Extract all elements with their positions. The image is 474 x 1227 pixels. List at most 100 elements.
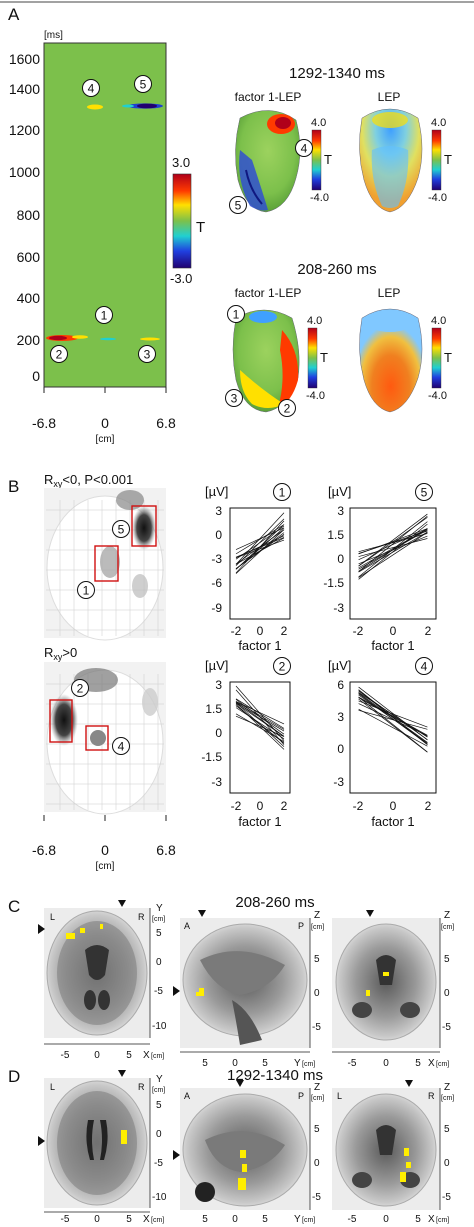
map-markers: 4 5 1 2 3 xyxy=(50,75,156,363)
late-title: 1292-1340 ms xyxy=(289,65,385,82)
cor-c-z-tick: 0 xyxy=(444,988,450,999)
lep-early-cb-max: 4.0 xyxy=(431,315,446,327)
panel-b-letter: B xyxy=(8,477,19,496)
axial-d-r: R xyxy=(138,1082,145,1092)
axial-slice-d: L R xyxy=(38,1070,151,1213)
x-unit-label: [cm] xyxy=(96,434,115,445)
plot-xlabel: factor 1 xyxy=(238,638,281,653)
time-space-map xyxy=(43,42,167,388)
axial-d-x-tick: 0 xyxy=(94,1214,100,1225)
y-tick-label: 1000 xyxy=(9,164,40,180)
axial-d-y-tick: 0 xyxy=(156,1129,162,1140)
lep-early-cb-min: -4.0 xyxy=(428,390,447,402)
early-cb2: 4.0 -4.0 T xyxy=(428,315,452,402)
late-factor-head xyxy=(235,110,301,213)
regression-line xyxy=(358,538,428,557)
cor-c-x-axis: X xyxy=(428,1058,435,1069)
head-marker-1: 1 xyxy=(233,308,240,322)
regression-line xyxy=(358,700,428,728)
cor-d-x-tick: 0 xyxy=(383,1214,389,1225)
b-x-tick: -6.8 xyxy=(32,842,56,858)
plot-y-tick: -3 xyxy=(333,601,344,615)
pos-corr-map xyxy=(44,662,166,815)
cor-d-z-tick: 0 xyxy=(444,1158,450,1169)
regression-line xyxy=(358,513,428,567)
sag-c-y-axis: Y xyxy=(294,1058,301,1069)
panel-b-map-x-axis: -6.8 0 6.8 [cm] xyxy=(32,815,176,872)
axial-d-l: L xyxy=(50,1082,55,1092)
sag-d-y-unit: [cm] xyxy=(302,1217,315,1224)
colorbar-min: -3.0 xyxy=(170,271,192,286)
regression-plot-2: [µV] 2 3 1.5 0 -1.5 -3 -2 0 2 factor 1 xyxy=(201,657,291,829)
plot-y-tick: 0 xyxy=(337,742,344,756)
sag-d-z: Z xyxy=(314,1082,320,1093)
late-cb2: 4.0 -4.0 T xyxy=(428,117,452,204)
sagittal-slice-c: A P xyxy=(173,910,311,1053)
lep-late-cb-max: 4.0 xyxy=(431,117,446,129)
axial-c-y-tick: -10 xyxy=(152,1021,167,1032)
colorbar-max: 3.0 xyxy=(172,155,190,170)
neg-marker-5: 5 xyxy=(118,523,125,537)
plot-y-tick: -3 xyxy=(211,552,222,566)
plot-xlabel: factor 1 xyxy=(371,814,414,829)
neg-corr-label: Rxy<0, P<0.001 xyxy=(44,472,133,489)
y-tick-label: 1600 xyxy=(9,51,40,67)
panel-a-time-unit: [ms] xyxy=(44,30,63,41)
cor-c-z-tick: 5 xyxy=(444,954,450,965)
axial-c-r: R xyxy=(138,912,145,922)
regression-line xyxy=(358,689,428,746)
pos-marker-4: 4 xyxy=(118,740,125,754)
cor-c-z: Z xyxy=(444,910,450,921)
y-tick-label: 1200 xyxy=(9,122,40,138)
lep-early-cb-label: T xyxy=(444,350,452,365)
lep-early-head xyxy=(359,308,423,413)
axial-c-x-tick: 0 xyxy=(94,1050,100,1061)
regression-line xyxy=(235,534,285,569)
plot-unit: [µV] xyxy=(328,484,351,499)
axial-c-y-tick: 5 xyxy=(156,928,162,939)
sag-d-z-tick: 0 xyxy=(314,1158,320,1169)
cor-c-z-tick: -5 xyxy=(442,1022,451,1033)
cor-c-x-tick: -5 xyxy=(348,1058,357,1069)
axial-d-x-axis: X xyxy=(143,1214,150,1225)
sag-c-x-tick: 5 xyxy=(202,1058,208,1069)
plot-unit: [µV] xyxy=(205,484,228,499)
panel-a-x-axis: -6.8 0 6.8 [cm] xyxy=(32,387,176,445)
b-x-tick: 6.8 xyxy=(156,842,176,858)
late-cb-label: T xyxy=(324,152,332,167)
early-colorbar: 4.0 -4.0 T xyxy=(306,315,328,402)
sag-d-a: A xyxy=(184,1091,190,1101)
regression-line xyxy=(358,528,428,569)
neg-corr-map xyxy=(44,488,166,641)
axial-c-x-axis: X xyxy=(143,1050,150,1061)
axial-d-y-tick: -10 xyxy=(152,1192,167,1203)
regression-line xyxy=(358,530,428,554)
marker-3: 3 xyxy=(144,348,151,362)
x-tick-label: -6.8 xyxy=(32,415,56,431)
axial-d-y-tick: 5 xyxy=(156,1100,162,1111)
sag-d-y-axis: Y xyxy=(294,1214,301,1225)
regression-line xyxy=(358,696,428,753)
sag-c-a: A xyxy=(184,921,190,931)
plot-y-tick: 0 xyxy=(215,726,222,740)
regression-line xyxy=(235,713,285,742)
cor-d-x-axis: X xyxy=(428,1214,435,1225)
cor-d-l: L xyxy=(337,1091,342,1101)
cor-d-z: Z xyxy=(444,1082,450,1093)
head-marker-2: 2 xyxy=(284,402,291,416)
plot-id: 4 xyxy=(421,660,428,674)
coronal-slice-d: L R xyxy=(332,1080,441,1210)
axial-d-x-tick: -5 xyxy=(61,1214,70,1225)
x-tick-label: 6.8 xyxy=(156,415,176,431)
plot-x-tick: -2 xyxy=(353,624,364,638)
marker-4: 4 xyxy=(88,82,95,96)
sag-c-y-unit: [cm] xyxy=(302,1061,315,1068)
plot-y-tick: 3 xyxy=(337,710,344,724)
plot-y-tick: -9 xyxy=(211,601,222,615)
plot-y-tick: 6 xyxy=(337,678,344,692)
sag-c-x-tick: 5 xyxy=(262,1058,268,1069)
sag-c-x-tick: 0 xyxy=(232,1058,238,1069)
main-colorbar: 3.0 -3.0 T xyxy=(170,155,205,286)
plot-y-tick: -3 xyxy=(211,775,222,789)
y-tick-label: 1400 xyxy=(9,81,40,97)
